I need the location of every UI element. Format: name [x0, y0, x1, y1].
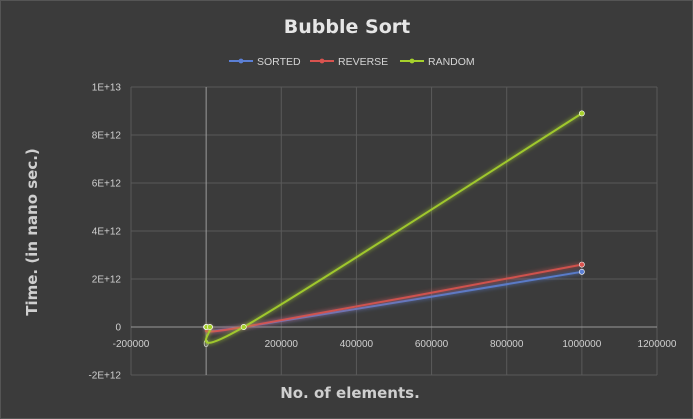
- y-tick-label: 4E+12: [92, 227, 122, 238]
- data-point-random: [578, 110, 585, 117]
- y-tick-label: 1E+13: [92, 83, 122, 94]
- legend-item-random: RANDOM: [400, 56, 475, 68]
- legend-swatch-marker: [238, 58, 244, 64]
- chart-gridlines: [130, 86, 658, 376]
- y-tick-label: 8E+12: [92, 131, 122, 142]
- series-random: [203, 110, 585, 344]
- legend-swatch-marker: [409, 58, 415, 64]
- x-tick-label: 1000000: [562, 339, 601, 350]
- x-tick-label: 0: [203, 339, 209, 350]
- data-point-reverse: [578, 261, 585, 268]
- data-point-random: [206, 324, 213, 330]
- x-tick-label: 800000: [490, 339, 524, 350]
- legend-item-reverse: REVERSE: [310, 56, 388, 68]
- legend-label: REVERSE: [338, 56, 388, 68]
- legend-label: SORTED: [257, 56, 301, 68]
- legend-swatch-marker: [319, 58, 325, 64]
- series-line-random: [204, 112, 583, 344]
- y-axis-title: Time. (in nano sec.): [23, 148, 41, 316]
- chart-legend: SORTED REVERSE RANDOM: [229, 56, 475, 68]
- x-tick-label: 600000: [415, 339, 449, 350]
- x-tick-label: 200000: [265, 339, 299, 350]
- legend-item-sorted: SORTED: [229, 56, 301, 68]
- series-line-sorted: [205, 270, 583, 333]
- y-tick-label: -2E+12: [88, 371, 121, 382]
- legend-label: RANDOM: [428, 56, 475, 68]
- x-tick-label: 400000: [340, 339, 374, 350]
- x-tick-label: -200000: [113, 339, 150, 350]
- y-tick-label: 6E+12: [92, 179, 122, 190]
- data-point-random: [240, 324, 247, 330]
- chart-tick-labels: -200000 0 200000 400000 600000 800000 1000000 1…: [88, 83, 676, 382]
- y-tick-label: 0: [115, 323, 121, 334]
- x-tick-label: 1200000: [638, 339, 677, 350]
- data-point-sorted: [578, 268, 585, 275]
- series-line-reverse: [205, 263, 583, 333]
- y-tick-label: 2E+12: [92, 275, 122, 286]
- chart-series: [203, 110, 585, 344]
- chart-title: Bubble Sort: [284, 16, 410, 38]
- x-axis-title: No. of elements.: [280, 384, 420, 402]
- series-reverse: [203, 261, 585, 333]
